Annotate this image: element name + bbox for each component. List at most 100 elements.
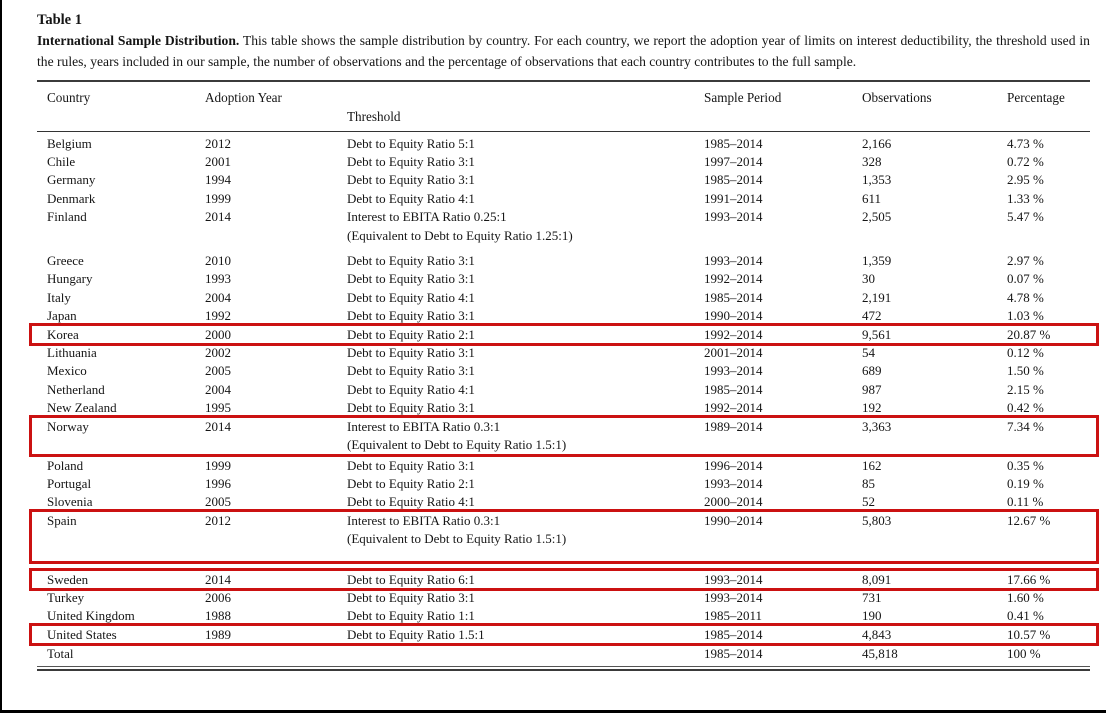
cell-pct: 100 % xyxy=(1007,646,1041,662)
cell-year: 2012 xyxy=(205,135,231,151)
cell-obs: 52 xyxy=(862,494,875,510)
cell-obs: 2,505 xyxy=(862,209,892,225)
cell-period: 1989–2014 xyxy=(704,418,763,434)
table-row-highlighted: United States 1989 Debt to Equity Ratio 1.… xyxy=(29,623,1099,647)
row-spacer xyxy=(37,562,1090,571)
cell-year: 1989 xyxy=(205,626,231,642)
cell-obs: 3,363 xyxy=(862,418,892,434)
cell-obs: 190 xyxy=(862,608,882,624)
cell-country-note xyxy=(37,227,205,245)
cell-year: 1999 xyxy=(205,190,231,206)
cell-pct: 1.60 % xyxy=(1007,589,1044,605)
table-row: Belgium 2012 Debt to Equity Ratio 5:1 1985–… xyxy=(37,135,1090,153)
cell-threshold: Debt to Equity Ratio 3:1 xyxy=(347,363,475,379)
cell-pct: 0.11 % xyxy=(1007,494,1044,510)
cell-threshold: Debt to Equity Ratio 3:1 xyxy=(347,154,475,169)
cell-year: 2005 xyxy=(205,494,231,510)
cell-obs: 611 xyxy=(862,190,882,206)
cell-threshold: Interest to EBITA Ratio 0.3:1 xyxy=(347,512,501,528)
table-row: Slovenia 2005 Debt to Equity Ratio 4:1 2000… xyxy=(37,493,1090,511)
cell-threshold: Debt to Equity Ratio 2:1 xyxy=(347,475,475,491)
cell-period: 1992–2014 xyxy=(704,400,763,416)
table-row: New Zealand 1995 Debt to Equity Ratio 3:1 1… xyxy=(37,399,1090,417)
cell-country-note xyxy=(37,436,205,454)
cell-threshold: Debt to Equity Ratio 3:1 xyxy=(347,308,475,324)
cell-period: 1990–2014 xyxy=(704,512,763,528)
cell-obs: 689 xyxy=(862,363,882,379)
cell-pct: 5.47 % xyxy=(1007,209,1044,225)
cell-year: 1996 xyxy=(205,475,231,491)
table-row: Poland 1999 Debt to Equity Ratio 3:1 1996–2… xyxy=(37,457,1090,475)
cell-obs: 30 xyxy=(862,271,875,287)
cell-threshold: Debt to Equity Ratio 3:1 xyxy=(347,172,475,188)
cell-pct-note xyxy=(1007,530,1090,548)
cell-period: 1993–2014 xyxy=(704,363,763,379)
header-adoption-year: Adoption Year xyxy=(205,89,282,105)
cell-threshold: Debt to Equity Ratio 3:1 xyxy=(347,400,475,416)
cell-threshold: Debt to Equity Ratio 3:1 xyxy=(347,345,475,361)
cell-year: 2010 xyxy=(205,253,231,269)
table-row: Turkey 2006 Debt to Equity Ratio 3:1 1993–2… xyxy=(37,589,1090,607)
caption-body: This table shows the sample distribution… xyxy=(37,33,1090,69)
cell-country: Spain xyxy=(47,512,77,528)
cell-pct: 10.57 % xyxy=(1007,626,1051,642)
cell-country: Italy xyxy=(47,289,71,305)
table-total-row: Total 1985–2014 45,818 100 % xyxy=(37,644,1090,663)
cell-threshold: Debt to Equity Ratio 3:1 xyxy=(347,457,475,473)
table-row: Japan 1992 Debt to Equity Ratio 3:1 1990–20… xyxy=(37,307,1090,325)
cell-obs-note xyxy=(862,436,1007,454)
cell-country: Japan xyxy=(47,308,77,324)
cell-obs: 2,191 xyxy=(862,289,892,305)
cell-period: 1985–2014 xyxy=(704,172,763,188)
table-row: Germany 1994 Debt to Equity Ratio 3:1 1985–… xyxy=(37,171,1090,189)
table-row: Portugal 1996 Debt to Equity Ratio 2:1 1993… xyxy=(37,475,1090,493)
cell-threshold: Debt to Equity Ratio 4:1 xyxy=(347,289,475,305)
cell-obs: 1,353 xyxy=(862,172,892,188)
cell-threshold xyxy=(347,645,704,663)
cell-pct: 0.07 % xyxy=(1007,271,1044,287)
table-row: Netherland 2004 Debt to Equity Ratio 4:1 19… xyxy=(37,381,1090,399)
cell-pct: 7.34 % xyxy=(1007,418,1044,434)
cell-obs: 2,166 xyxy=(862,135,892,151)
header-sample-period: Sample Period xyxy=(704,89,782,105)
table-row: Mexico 2005 Debt to Equity Ratio 3:1 1993–2… xyxy=(37,362,1090,380)
cell-year: 1993 xyxy=(205,271,231,287)
cell-period: 1985–2014 xyxy=(704,646,763,662)
header-spacer xyxy=(347,88,704,108)
cell-country: United States xyxy=(47,626,117,642)
cell-year: 2005 xyxy=(205,363,231,379)
cell-year: 1988 xyxy=(205,608,231,624)
cell-obs: 472 xyxy=(862,308,882,324)
table-row: Chile 2001 Debt to Equity Ratio 3:1 1997–20… xyxy=(37,153,1090,171)
cell-threshold: Debt to Equity Ratio 4:1 xyxy=(347,494,475,510)
cell-obs: 54 xyxy=(862,345,875,361)
cell-country-note xyxy=(37,530,205,548)
cell-country: Turkey xyxy=(47,589,85,605)
cell-threshold: Debt to Equity Ratio 2:1 xyxy=(347,326,475,342)
cell-period: 2001–2014 xyxy=(704,345,763,361)
cell-pct: 0.35 % xyxy=(1007,457,1044,473)
cell-pct: 0.12 % xyxy=(1007,345,1044,361)
cell-pct: 0.41 % xyxy=(1007,608,1044,624)
cell-obs: 192 xyxy=(862,400,882,416)
cell-pct: 12.67 % xyxy=(1007,512,1051,528)
table-caption: International Sample Distribution. This … xyxy=(37,31,1090,73)
cell-period: 1993–2014 xyxy=(704,571,763,587)
cell-threshold: Debt to Equity Ratio 3:1 xyxy=(347,253,475,269)
cell-year: 1999 xyxy=(205,457,231,473)
cell-obs: 987 xyxy=(862,381,882,397)
cell-period: 1993–2014 xyxy=(704,475,763,491)
table-body: Belgium 2012 Debt to Equity Ratio 5:1 1985–… xyxy=(29,132,1099,664)
table-top-rule xyxy=(37,79,1090,82)
cell-pct: 0.72 % xyxy=(1007,154,1044,169)
cell-year: 2000 xyxy=(205,326,231,342)
cell-country: Greece xyxy=(47,253,84,269)
cell-threshold: Debt to Equity Ratio 1:1 xyxy=(347,608,475,624)
cell-year-note xyxy=(205,436,347,454)
cell-period: 1993–2014 xyxy=(704,209,763,225)
cell-year: 2014 xyxy=(205,418,231,434)
cell-obs: 731 xyxy=(862,589,882,605)
header-observations: Observations xyxy=(862,89,932,105)
cell-pct: 17.66 % xyxy=(1007,571,1051,587)
